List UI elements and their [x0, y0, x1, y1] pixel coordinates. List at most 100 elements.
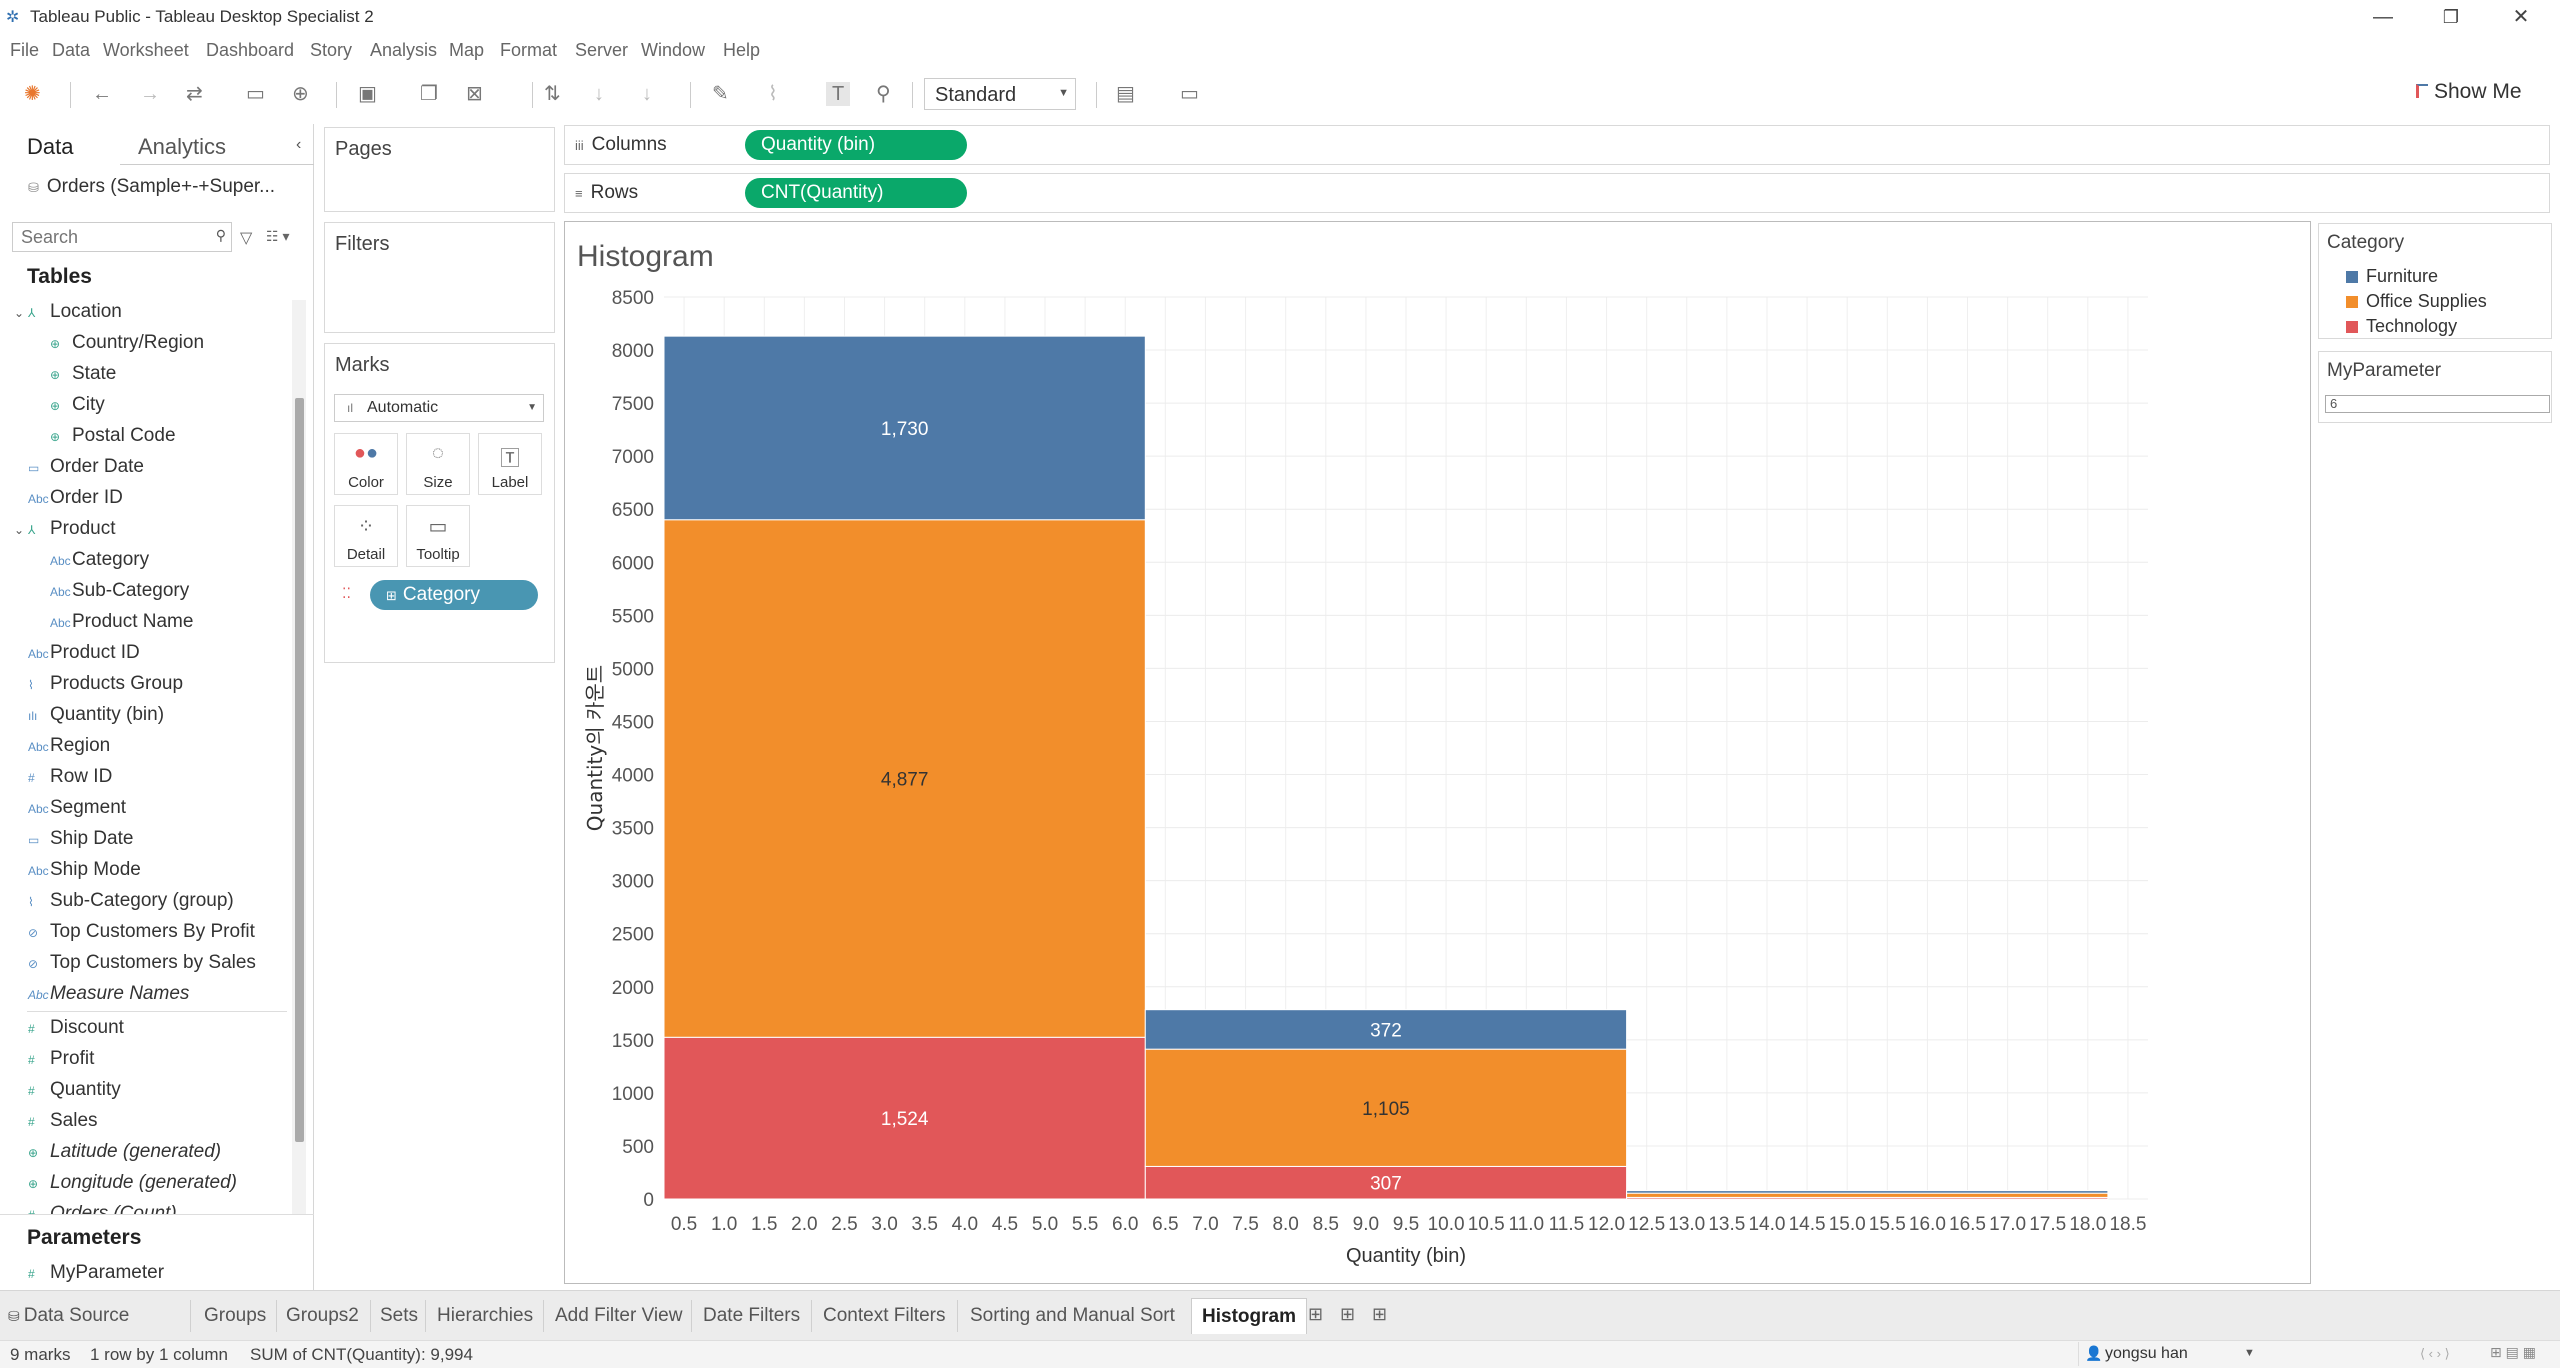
field-sub-category[interactable]: AbcSub-Category	[50, 580, 189, 602]
redo-icon[interactable]: →	[140, 83, 160, 105]
field-longitude-generated[interactable]: ⊕ Longitude (generated)	[28, 1172, 237, 1194]
menu-worksheet[interactable]: Worksheet	[103, 40, 189, 60]
tab-sets[interactable]: Sets	[380, 1305, 419, 1326]
view-options-icon[interactable]: ☷ ▾	[266, 228, 290, 244]
field-orders-count[interactable]: #Orders (Count)	[28, 1203, 177, 1214]
group-members-icon[interactable]: ⌇	[768, 83, 778, 105]
new-worksheet-icon[interactable]: ▣	[358, 83, 377, 105]
legend-item-office-supplies[interactable]: Office Supplies	[2346, 291, 2487, 312]
field-ship-mode[interactable]: AbcShip Mode	[28, 859, 141, 881]
collapse-pane-icon[interactable]: ‹	[296, 136, 302, 153]
rows-pill[interactable]: CNT(Quantity)	[745, 178, 967, 208]
datasource-name[interactable]: ⛁ Orders (Sample+-+Super...	[28, 176, 275, 198]
menu-dashboard[interactable]: Dashboard	[206, 40, 295, 60]
menu-server[interactable]: Server	[575, 40, 629, 60]
field-location[interactable]: ⅄ Location	[28, 301, 122, 323]
new-worksheet-icon[interactable]: ⊞	[1308, 1304, 1324, 1324]
field-product-name[interactable]: AbcProduct Name	[50, 611, 193, 633]
field-top-customers-by-sales[interactable]: ⊘ Top Customers by Sales	[28, 952, 256, 974]
field-quantity-bin[interactable]: ılı Quantity (bin)	[28, 704, 164, 726]
tab-date-filters[interactable]: Date Filters	[703, 1305, 801, 1326]
highlight-icon[interactable]: ✎	[712, 83, 729, 105]
parameter-myparameter[interactable]: # MyParameter	[28, 1262, 164, 1284]
field-top-customers-by-profit[interactable]: ⊘ Top Customers By Profit	[28, 921, 255, 943]
legend-item-furniture[interactable]: Furniture	[2346, 266, 2438, 287]
filter-icon[interactable]: ▽	[240, 230, 253, 247]
field-postal-code[interactable]: ⊕ Postal Code	[50, 425, 176, 447]
show-cards-icon[interactable]: ▤	[1116, 83, 1135, 105]
field-product-id[interactable]: AbcProduct ID	[28, 642, 140, 664]
filters-card[interactable]: Filters	[324, 222, 555, 333]
sort-ascending-icon[interactable]: ↓	[594, 83, 604, 105]
legend-item-technology[interactable]: Technology	[2346, 316, 2457, 337]
menu-map[interactable]: Map	[449, 40, 485, 60]
tab-groups[interactable]: Groups	[204, 1305, 267, 1326]
tab-data[interactable]: Data	[27, 134, 74, 159]
data-source-tab[interactable]: ⛁ Data Source	[8, 1298, 129, 1334]
chevron-down-icon[interactable]: ⌄	[14, 523, 25, 537]
parameter-value-input[interactable]: 6	[2325, 395, 2550, 413]
histogram-chart[interactable]: 0 500 1000 1500 2000 2500 3000 3500 4000 4500 5000…	[564, 221, 2311, 1284]
field-order-id[interactable]: AbcOrder ID	[28, 487, 123, 509]
fix-axes-icon[interactable]: ⚲	[876, 83, 891, 105]
field-ship-date[interactable]: ▭ Ship Date	[28, 828, 133, 850]
field-country-region[interactable]: ⊕ Country/Region	[50, 332, 204, 354]
menu-window[interactable]: Window	[641, 40, 706, 60]
replace-data-source-icon[interactable]: ⇄	[186, 83, 203, 105]
maximize-button[interactable]: ❐	[2442, 7, 2460, 27]
menu-data[interactable]: Data	[52, 40, 91, 60]
label-button[interactable]: 🅃 Label	[478, 433, 542, 495]
field-quantity[interactable]: # Quantity	[28, 1079, 121, 1101]
mark-type-select[interactable]: ıl Automatic ▼	[334, 394, 544, 422]
field-category[interactable]: AbcCategory	[50, 549, 149, 571]
sheet-navigation-icon[interactable]: ⟨ ‹ › ⟩	[2420, 1346, 2450, 1361]
size-button[interactable]: ◌ Size	[406, 433, 470, 495]
field-sub-category-group[interactable]: ⌇ Sub-Category (group)	[28, 890, 234, 912]
field-state[interactable]: ⊕ State	[50, 363, 116, 385]
field-order-date[interactable]: ▭ Order Date	[28, 456, 144, 478]
chevron-down-icon[interactable]: ⌄	[14, 306, 25, 320]
tableau-home-icon[interactable]: ✺	[24, 83, 41, 105]
menu-help[interactable]: Help	[723, 40, 761, 60]
field-city[interactable]: ⊕ City	[50, 394, 105, 416]
tab-groups2[interactable]: Groups2	[286, 1305, 359, 1326]
sort-descending-icon[interactable]: ↓	[642, 83, 652, 105]
field-discount[interactable]: # Discount	[28, 1017, 124, 1039]
duplicate-sheet-icon[interactable]: ❐	[420, 83, 438, 105]
save-icon[interactable]: ▭	[246, 83, 265, 105]
menu-analysis[interactable]: Analysis	[370, 40, 438, 60]
menu-format[interactable]: Format	[500, 40, 558, 60]
field-profit[interactable]: # Profit	[28, 1048, 94, 1070]
user-menu[interactable]: 👤 yongsu han ▼	[2078, 1342, 2258, 1366]
tab-histogram[interactable]: Histogram	[1191, 1298, 1307, 1334]
pages-card[interactable]: Pages	[324, 127, 555, 212]
tab-analytics[interactable]: Analytics	[138, 134, 227, 159]
swap-rows-columns-icon[interactable]: ⇅	[544, 83, 561, 105]
columns-pill[interactable]: Quantity (bin)	[745, 130, 967, 160]
field-segment[interactable]: AbcSegment	[28, 797, 126, 819]
tab-hierarchies[interactable]: Hierarchies	[437, 1305, 534, 1326]
new-dashboard-icon[interactable]: ⊞	[1340, 1304, 1356, 1324]
new-story-icon[interactable]: ⊞	[1372, 1304, 1388, 1324]
field-product[interactable]: ⅄ Product	[28, 518, 115, 540]
close-button[interactable]: ✕	[2512, 6, 2530, 28]
search-input[interactable]	[13, 223, 203, 251]
marks-pill-category[interactable]: ⊞ Category	[370, 580, 538, 610]
show-mark-labels-icon[interactable]: T	[826, 82, 851, 106]
fit-select[interactable]: Standard ▼	[924, 78, 1076, 110]
show-me-button[interactable]: Show Me	[2416, 80, 2522, 104]
field-products-group[interactable]: ⌇ Products Group	[28, 673, 183, 695]
tab-sorting-manual-sort[interactable]: Sorting and Manual Sort	[970, 1305, 1175, 1326]
undo-icon[interactable]: ←	[92, 83, 112, 105]
field-region[interactable]: AbcRegion	[28, 735, 110, 757]
menu-file[interactable]: File	[10, 40, 40, 60]
detail-button[interactable]: ⁘ Detail	[334, 505, 398, 567]
tab-context-filters[interactable]: Context Filters	[823, 1305, 946, 1326]
clear-sheet-icon[interactable]: ⊠	[466, 83, 483, 105]
color-button[interactable]: ●● Color	[334, 433, 398, 495]
view-mode-icon[interactable]: ⊞ ▤ ▦	[2490, 1344, 2536, 1360]
new-data-source-icon[interactable]: ⊕	[292, 83, 309, 105]
scrollbar-thumb[interactable]	[295, 398, 304, 1142]
menu-story[interactable]: Story	[310, 40, 353, 60]
minimize-button[interactable]: —	[2373, 6, 2393, 28]
